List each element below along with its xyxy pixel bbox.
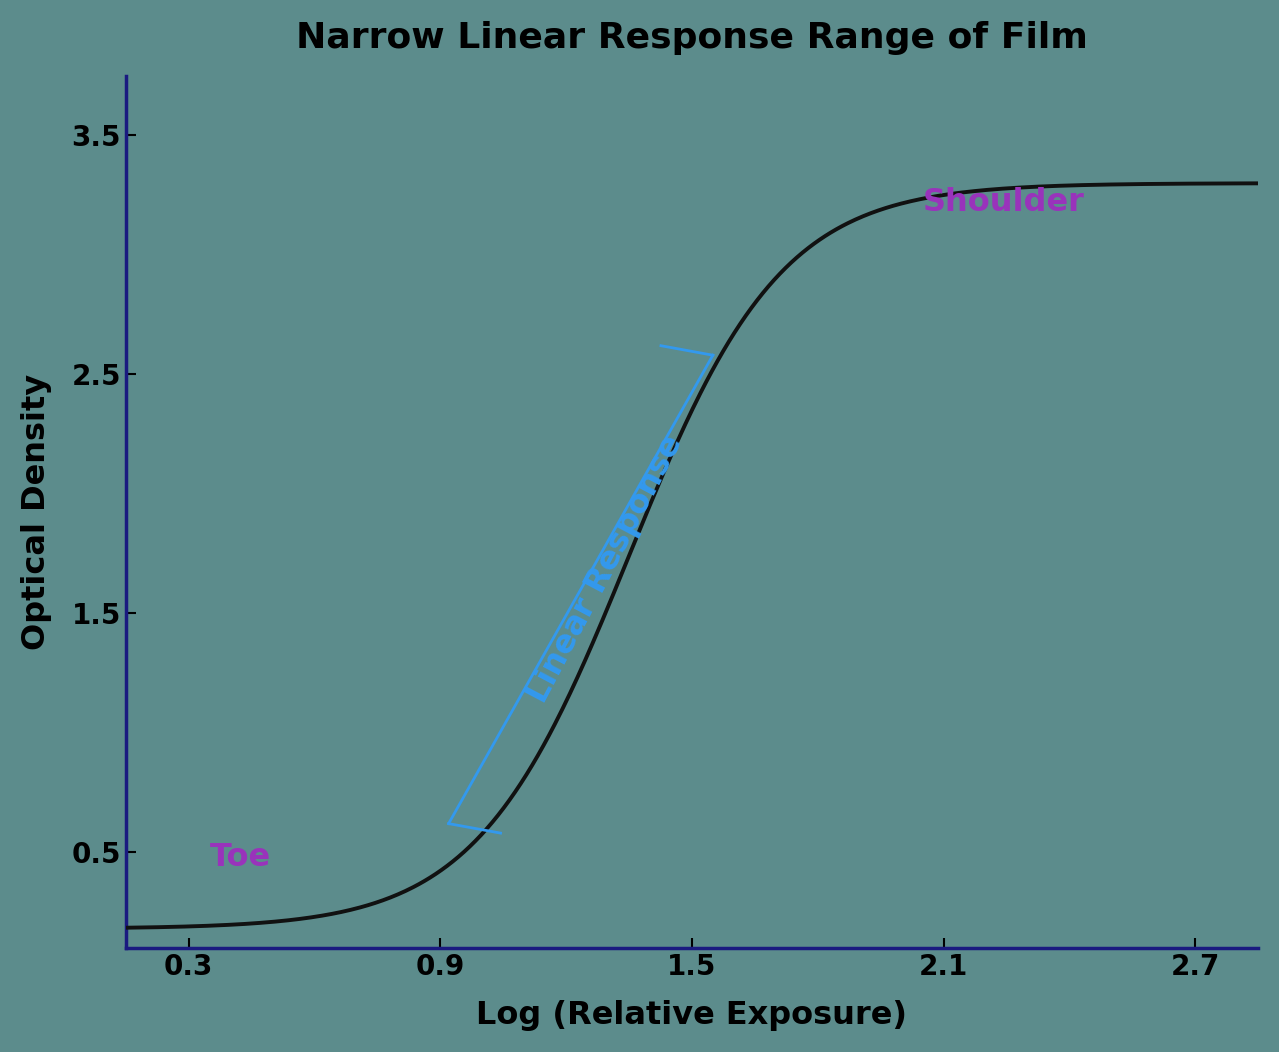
Text: Shoulder: Shoulder [922, 187, 1085, 218]
Text: Toe: Toe [210, 842, 271, 872]
Title: Narrow Linear Response Range of Film: Narrow Linear Response Range of Film [295, 21, 1088, 55]
X-axis label: Log (Relative Exposure): Log (Relative Exposure) [476, 1000, 907, 1031]
Text: Linear Response: Linear Response [523, 430, 689, 708]
Y-axis label: Optical Density: Optical Density [20, 373, 52, 650]
